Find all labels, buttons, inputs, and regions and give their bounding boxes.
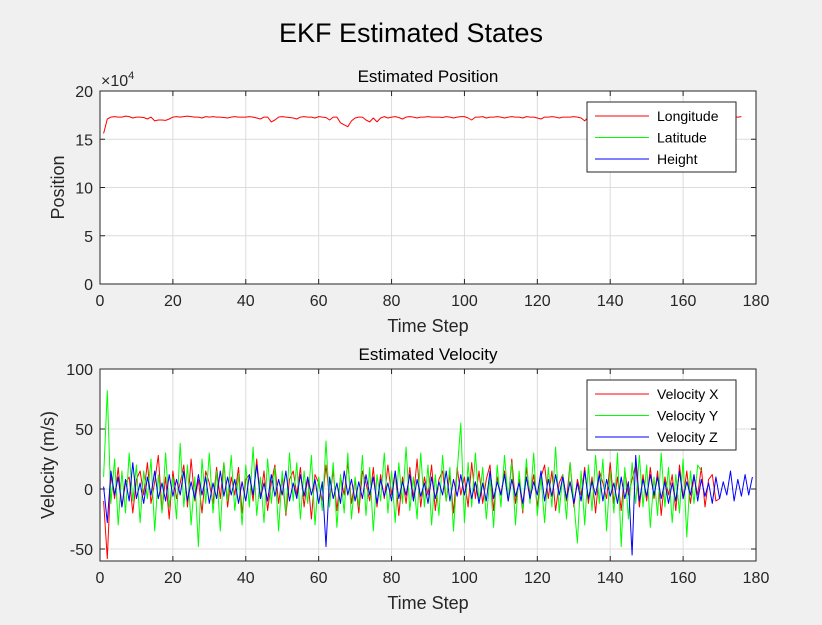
legend-entry: Longitude — [657, 108, 719, 124]
y-exponent-power: 4 — [128, 70, 134, 82]
x-tick-label: 100 — [451, 570, 478, 587]
legend: Velocity X Velocity Y Velocity Z — [586, 379, 737, 451]
x-tick-label: 180 — [743, 293, 770, 310]
y-tick-label: 0 — [84, 277, 93, 294]
x-tick-label: 40 — [237, 293, 255, 310]
y-axis-label: Position — [48, 155, 68, 219]
y-tick-label: 100 — [66, 362, 93, 379]
chart-2: 0 20 40 60 80 100 120 140 160 180-50050100Estimat… — [38, 345, 769, 613]
legend: Longitude Latitude Height — [586, 101, 737, 173]
series-line-velocity-y — [103, 390, 702, 548]
series-line-velocity-z — [103, 454, 753, 556]
axes-box — [99, 368, 757, 562]
x-tick-label: 100 — [451, 293, 478, 310]
y-tick-label: 50 — [75, 422, 93, 439]
chart-title: Estimated Velocity — [359, 345, 498, 364]
x-tick-label: 20 — [164, 570, 182, 587]
y-axis-label: Velocity (m/s) — [38, 411, 58, 519]
x-tick-label: 80 — [383, 293, 401, 310]
x-axis-label: Time Step — [387, 593, 468, 613]
x-tick-label: 120 — [524, 293, 551, 310]
figure-title: EKF Estimated States — [279, 18, 543, 48]
x-tick-label: 0 — [96, 293, 105, 310]
x-tick-label: 160 — [670, 570, 697, 587]
series-line-velocity-x — [103, 454, 720, 560]
legend-entry: Latitude — [657, 130, 707, 146]
x-tick-label: 60 — [310, 570, 328, 587]
y-tick-label: 10 — [75, 181, 93, 198]
x-tick-label: 60 — [310, 293, 328, 310]
legend-entry: Velocity Z — [657, 429, 718, 445]
y-tick-label: -50 — [70, 542, 93, 559]
y-tick-label: 5 — [84, 229, 93, 246]
x-tick-label: 80 — [383, 570, 401, 587]
legend-entry: Velocity X — [657, 386, 719, 402]
x-tick-label: 40 — [237, 570, 255, 587]
chart-title: Estimated Position — [358, 67, 499, 86]
series-group — [103, 390, 753, 560]
x-tick-label: 180 — [743, 570, 770, 587]
y-tick-label: 20 — [75, 84, 93, 101]
x-tick-label: 140 — [597, 293, 624, 310]
x-tick-label: 20 — [164, 293, 182, 310]
legend-entry: Height — [657, 151, 698, 167]
x-tick-label: 160 — [670, 293, 697, 310]
x-tick-label: 0 — [96, 570, 105, 587]
legend-entry: Velocity Y — [657, 408, 719, 424]
chart-1: 0 20 40 60 80 100 120 140 160 180 0 5 10 15 20 Estimate… — [48, 67, 769, 336]
y-tick-label: 0 — [84, 482, 93, 499]
y-exponent-label: ×104 — [101, 70, 134, 90]
x-tick-label: 140 — [597, 570, 624, 587]
y-tick-label: 15 — [75, 132, 93, 149]
x-axis-label: Time Step — [387, 316, 468, 336]
x-tick-label: 120 — [524, 570, 551, 587]
axes-box — [99, 90, 757, 285]
